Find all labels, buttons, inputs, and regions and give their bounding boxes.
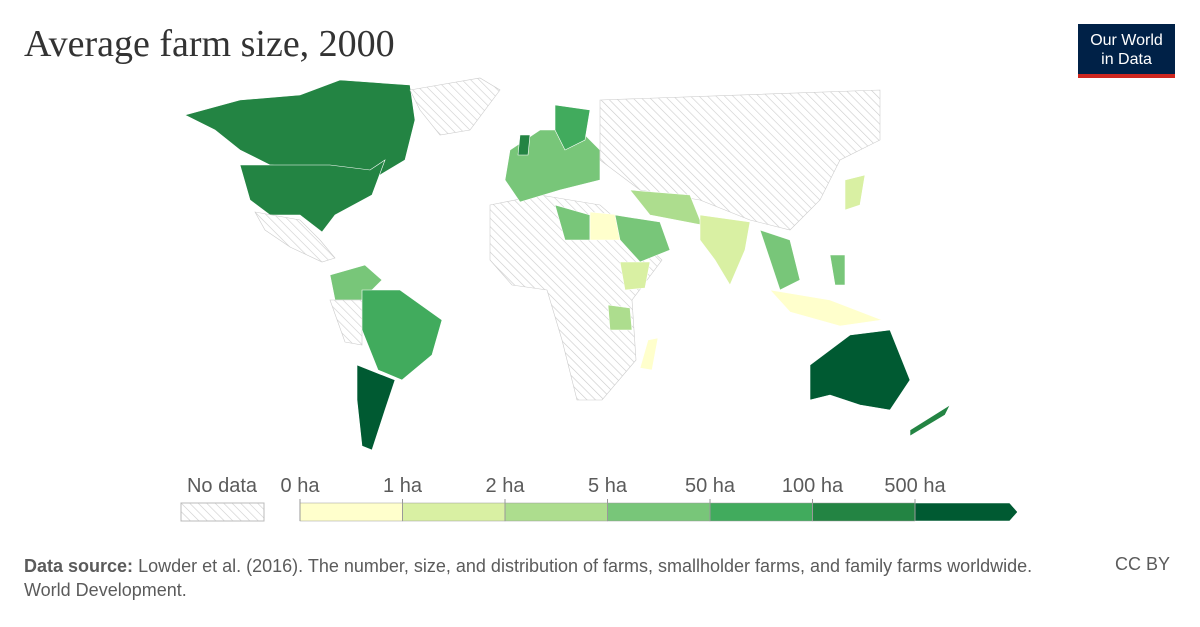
- argentina: [356, 364, 396, 451]
- title: Average farm size, 2000: [24, 23, 395, 65]
- africa: [489, 194, 663, 401]
- australia: [809, 329, 911, 411]
- logo-line: in Data: [1101, 51, 1152, 68]
- legend-swatch: [402, 502, 506, 522]
- philippines: [829, 254, 846, 286]
- indonesia: [769, 289, 884, 327]
- japan: [844, 174, 866, 211]
- central-america: [254, 211, 336, 263]
- southeast-asia: [759, 229, 801, 291]
- canada: [184, 79, 416, 176]
- uk: [517, 134, 531, 156]
- legend-label: 100 ha: [782, 475, 844, 497]
- legend-swatch: [504, 502, 608, 522]
- legend-swatch: [914, 502, 1018, 522]
- legend-label: 2 ha: [486, 475, 526, 497]
- russia-china: [599, 89, 881, 231]
- legend-swatch: [607, 502, 711, 522]
- legend: No data 0 ha 1 ha 2 ha 5 ha 50 ha 100 ha 500 h…: [180, 475, 1018, 522]
- logo: Our World in Data: [1078, 24, 1175, 78]
- legend-label: 1 ha: [383, 475, 423, 497]
- greenland: [409, 77, 501, 136]
- usa: [239, 159, 386, 233]
- legend-label: 500 ha: [884, 475, 946, 497]
- tanzania: [607, 304, 633, 331]
- source-label: Data source:: [24, 556, 134, 576]
- legend-label: 5 ha: [588, 475, 628, 497]
- source: Lowder et al. (2016). The number, size, …: [24, 556, 1033, 600]
- footer: Data source: Lowder et al. (2016). The n…: [24, 554, 1074, 602]
- brazil: [361, 289, 443, 381]
- license: CC BY: [1114, 554, 1170, 574]
- new-zealand: [909, 404, 951, 437]
- legend-swatch: [299, 502, 403, 522]
- no-data-label: No data: [187, 475, 258, 497]
- madagascar: [639, 337, 659, 371]
- legend-label: 50 ha: [685, 475, 736, 497]
- ethiopia: [619, 261, 651, 291]
- saudi-arabia: [614, 214, 671, 263]
- map: No data 0 ha 1 ha 2 ha 5 ha 50 ha 100 ha 500 h…: [180, 77, 1018, 522]
- legend-swatch: [709, 502, 813, 522]
- countries: [184, 77, 951, 451]
- legend-label: 0 ha: [281, 475, 321, 497]
- india: [699, 214, 751, 286]
- logo-line: Our World: [1090, 32, 1163, 49]
- peru-bolivia: [329, 299, 363, 346]
- legend-swatch: [812, 502, 916, 522]
- scandinavia: [554, 104, 591, 151]
- no-data-swatch: [180, 502, 265, 522]
